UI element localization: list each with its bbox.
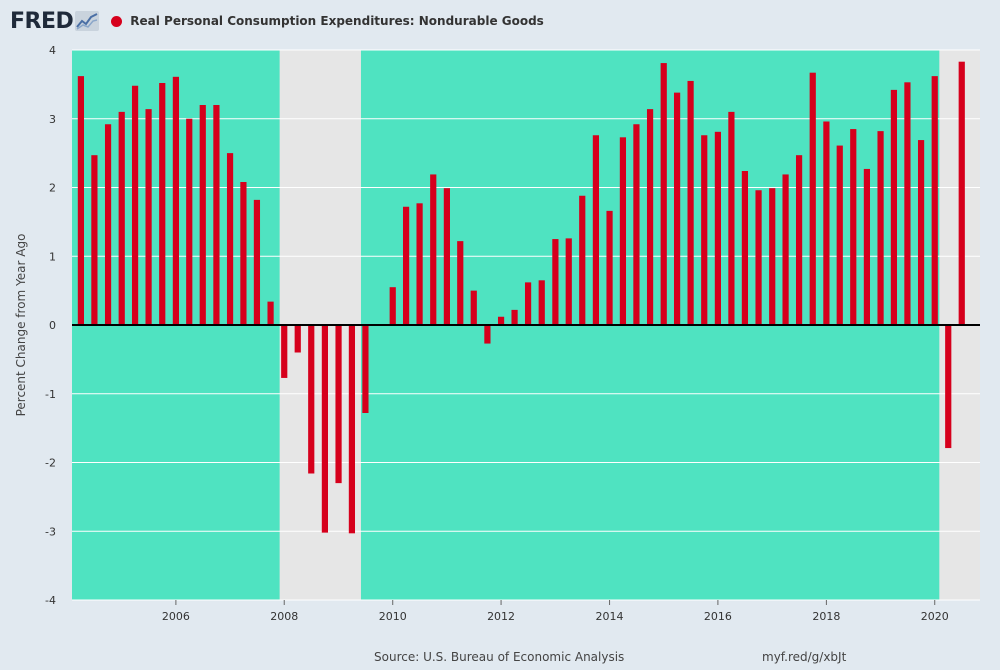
bar [673, 92, 681, 325]
fred-graph-icon [75, 11, 100, 31]
chart-header: FRED Real Personal Consumption Expenditu… [10, 6, 544, 36]
bar [362, 325, 369, 413]
bar [809, 72, 816, 325]
bar [904, 82, 911, 325]
bar [186, 118, 193, 325]
bar [538, 280, 545, 325]
bar [633, 124, 640, 325]
y-tick-label: 0 [49, 319, 56, 332]
bar [484, 325, 491, 344]
bar [321, 325, 328, 533]
bar [579, 195, 586, 325]
bar [701, 135, 708, 325]
bar [552, 239, 559, 325]
bar [795, 155, 803, 325]
bar [592, 135, 600, 325]
bar [890, 89, 898, 325]
bar [497, 316, 505, 325]
bar [863, 168, 871, 325]
bar [348, 325, 356, 534]
bar [172, 76, 179, 325]
bar [823, 121, 830, 325]
x-tick-label: 2014 [596, 610, 624, 623]
bar [755, 190, 762, 325]
bar [335, 325, 342, 484]
bar [660, 63, 667, 325]
bar [104, 124, 112, 325]
bar [294, 325, 301, 353]
bar [470, 290, 477, 325]
bar [457, 241, 464, 325]
bar [606, 210, 613, 325]
bar [416, 203, 423, 325]
bar [253, 199, 261, 325]
bar [240, 182, 247, 325]
bar [267, 301, 274, 325]
bar [389, 287, 396, 325]
x-tick-label: 2020 [921, 610, 949, 623]
bar [199, 105, 206, 325]
y-tick-label: -2 [45, 457, 56, 470]
x-tick-label: 2008 [270, 610, 298, 623]
bar [159, 83, 166, 325]
legend-marker [111, 15, 123, 27]
bar [77, 76, 85, 325]
x-tick-label: 2010 [379, 610, 407, 623]
y-tick-label: 1 [49, 250, 56, 263]
bar [782, 174, 789, 325]
bar [565, 238, 572, 325]
bar [728, 111, 735, 325]
bar [850, 129, 857, 325]
x-tick-label: 2016 [704, 610, 732, 623]
y-tick-label: 3 [49, 113, 56, 126]
bar [281, 325, 288, 378]
bar [945, 325, 952, 449]
bar [836, 145, 843, 325]
y-tick-label: -4 [45, 594, 56, 607]
bar [430, 174, 437, 325]
y-tick-label: 4 [49, 44, 56, 57]
bar [308, 325, 315, 474]
bar [443, 188, 450, 325]
x-tick-label: 2006 [162, 610, 190, 623]
series-title: Real Personal Consumption Expenditures: … [130, 14, 544, 28]
y-axis-label: Percent Change from Year Ago [14, 234, 28, 417]
bar [741, 171, 749, 325]
bar [524, 282, 532, 325]
bar [958, 61, 965, 325]
bar [145, 109, 152, 325]
bar [213, 105, 220, 325]
bar [769, 188, 776, 325]
short-url[interactable]: myf.red/g/xbJt [762, 650, 847, 664]
y-tick-label: -3 [45, 525, 56, 538]
bar [877, 131, 884, 325]
bar [687, 80, 694, 325]
bar [226, 153, 234, 325]
bar [131, 85, 139, 325]
bar [91, 155, 98, 325]
bar [511, 309, 518, 325]
x-tick-label: 2018 [812, 610, 840, 623]
fred-logo: FRED [10, 8, 74, 34]
bar [646, 109, 654, 325]
bar [917, 140, 925, 325]
bar [619, 137, 627, 325]
source-note: Source: U.S. Bureau of Economic Analysis [374, 650, 625, 664]
x-tick-label: 2012 [487, 610, 515, 623]
y-tick-label: 2 [49, 182, 56, 195]
bar [118, 111, 125, 325]
y-tick-label: -1 [45, 388, 56, 401]
bar [402, 206, 410, 325]
bar [931, 76, 938, 325]
bar [714, 131, 721, 325]
